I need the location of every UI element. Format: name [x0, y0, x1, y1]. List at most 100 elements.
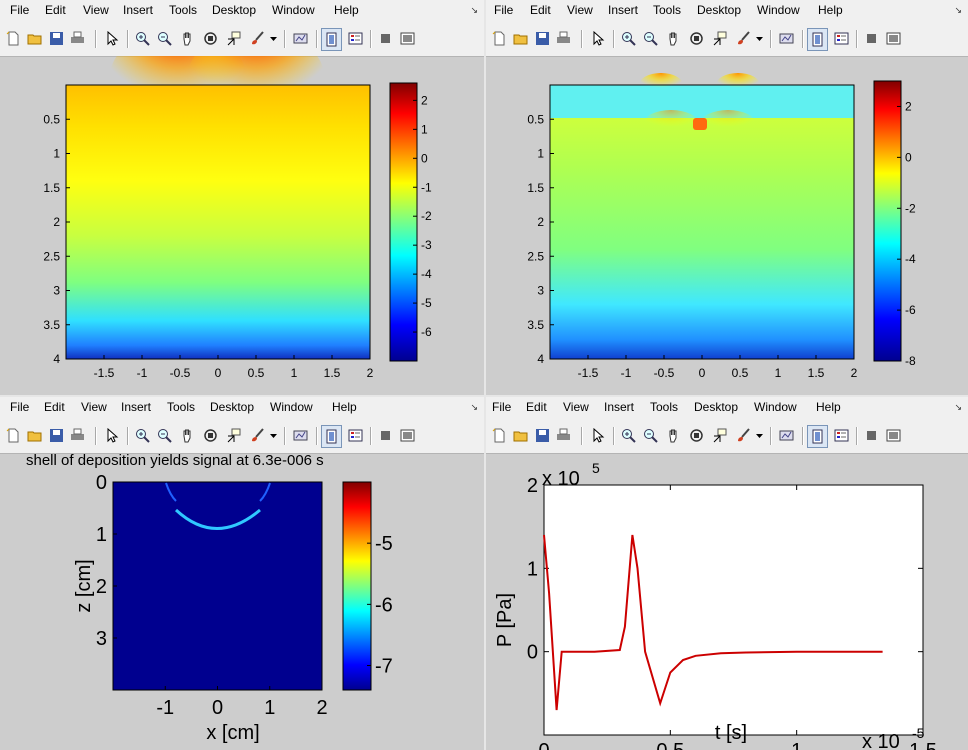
- menu-help[interactable]: Help: [816, 400, 841, 414]
- menu-window[interactable]: Window: [270, 400, 313, 414]
- colorbar-icon[interactable]: [321, 425, 342, 448]
- dock-arrow-icon[interactable]: ↘: [470, 402, 478, 412]
- dropdown-arrow-icon[interactable]: [270, 31, 285, 46]
- show-plot-tools-icon[interactable]: [886, 31, 901, 46]
- menu-help[interactable]: Help: [334, 3, 359, 17]
- zoom-out-icon[interactable]: [643, 31, 658, 46]
- menu-edit[interactable]: Edit: [526, 400, 547, 414]
- pan-hand-icon[interactable]: [666, 31, 681, 46]
- data-cursor-icon[interactable]: [226, 31, 241, 46]
- menu-tools[interactable]: Tools: [653, 3, 682, 17]
- link-plot-icon[interactable]: [293, 31, 308, 46]
- open-folder-icon[interactable]: [27, 428, 42, 443]
- menu-insert[interactable]: Insert: [121, 400, 152, 414]
- hide-plot-tools-icon[interactable]: [378, 31, 393, 46]
- save-icon[interactable]: [49, 428, 64, 443]
- hide-plot-tools-icon[interactable]: [864, 31, 879, 46]
- show-plot-tools-icon[interactable]: [400, 428, 415, 443]
- show-plot-tools-icon[interactable]: [400, 31, 415, 46]
- show-plot-tools-icon[interactable]: [886, 428, 901, 443]
- menu-desktop[interactable]: Desktop: [210, 400, 255, 414]
- open-folder-icon[interactable]: [27, 31, 42, 46]
- new-file-icon[interactable]: [492, 31, 507, 46]
- menu-view[interactable]: View: [563, 400, 589, 414]
- menu-window[interactable]: Window: [272, 3, 315, 17]
- brush-icon[interactable]: [736, 31, 751, 46]
- zoom-out-icon[interactable]: [643, 428, 658, 443]
- menu-edit[interactable]: Edit: [44, 400, 65, 414]
- brush-icon[interactable]: [250, 428, 265, 443]
- print-icon[interactable]: [556, 31, 571, 46]
- zoom-in-icon[interactable]: [135, 31, 150, 46]
- menu-desktop[interactable]: Desktop: [697, 3, 742, 17]
- menu-file[interactable]: File: [492, 400, 512, 414]
- colorbar-icon[interactable]: [321, 28, 342, 51]
- zoom-out-icon[interactable]: [157, 31, 172, 46]
- menu-tools[interactable]: Tools: [167, 400, 196, 414]
- zoom-in-icon[interactable]: [621, 428, 636, 443]
- link-plot-icon[interactable]: [779, 428, 794, 443]
- brush-icon[interactable]: [250, 31, 265, 46]
- menu-tools[interactable]: Tools: [650, 400, 679, 414]
- rotate-3d-icon[interactable]: [203, 428, 218, 443]
- menu-help[interactable]: Help: [332, 400, 357, 414]
- link-plot-icon[interactable]: [293, 428, 308, 443]
- link-plot-icon[interactable]: [779, 31, 794, 46]
- menu-view[interactable]: View: [83, 3, 109, 17]
- colorbar-icon[interactable]: [807, 28, 828, 51]
- data-cursor-icon[interactable]: [712, 428, 727, 443]
- dock-arrow-icon[interactable]: ↘: [954, 402, 962, 412]
- menu-insert[interactable]: Insert: [123, 3, 154, 17]
- dropdown-arrow-icon[interactable]: [270, 428, 285, 443]
- hide-plot-tools-icon[interactable]: [864, 428, 879, 443]
- rotate-3d-icon[interactable]: [689, 31, 704, 46]
- legend-icon[interactable]: [834, 428, 849, 443]
- menu-desktop[interactable]: Desktop: [212, 3, 257, 17]
- rotate-3d-icon[interactable]: [689, 428, 704, 443]
- menu-edit[interactable]: Edit: [45, 3, 66, 17]
- dropdown-arrow-icon[interactable]: [756, 31, 771, 46]
- menu-desktop[interactable]: Desktop: [694, 400, 739, 414]
- pointer-icon[interactable]: [104, 427, 119, 443]
- print-icon[interactable]: [70, 428, 85, 443]
- menu-file[interactable]: File: [10, 400, 30, 414]
- zoom-in-icon[interactable]: [135, 428, 150, 443]
- print-icon[interactable]: [70, 31, 85, 46]
- menu-file[interactable]: File: [494, 3, 514, 17]
- menu-view[interactable]: View: [81, 400, 107, 414]
- legend-icon[interactable]: [348, 428, 363, 443]
- save-icon[interactable]: [535, 428, 550, 443]
- menu-insert[interactable]: Insert: [608, 3, 639, 17]
- open-folder-icon[interactable]: [513, 428, 528, 443]
- new-file-icon[interactable]: [492, 428, 507, 443]
- brush-icon[interactable]: [736, 428, 751, 443]
- pointer-icon[interactable]: [590, 427, 605, 443]
- data-cursor-icon[interactable]: [226, 428, 241, 443]
- pointer-icon[interactable]: [104, 30, 119, 46]
- menu-view[interactable]: View: [567, 3, 593, 17]
- pointer-icon[interactable]: [590, 30, 605, 46]
- rotate-3d-icon[interactable]: [203, 31, 218, 46]
- pan-hand-icon[interactable]: [666, 428, 681, 443]
- dock-arrow-icon[interactable]: ↘: [954, 5, 962, 15]
- zoom-in-icon[interactable]: [621, 31, 636, 46]
- new-file-icon[interactable]: [6, 428, 21, 443]
- save-icon[interactable]: [49, 31, 64, 46]
- colorbar-icon[interactable]: [807, 425, 828, 448]
- hide-plot-tools-icon[interactable]: [378, 428, 393, 443]
- pan-hand-icon[interactable]: [180, 31, 195, 46]
- menu-window[interactable]: Window: [754, 400, 797, 414]
- data-cursor-icon[interactable]: [712, 31, 727, 46]
- menu-file[interactable]: File: [10, 3, 30, 17]
- menu-tools[interactable]: Tools: [169, 3, 198, 17]
- open-folder-icon[interactable]: [513, 31, 528, 46]
- menu-help[interactable]: Help: [818, 3, 843, 17]
- zoom-out-icon[interactable]: [157, 428, 172, 443]
- legend-icon[interactable]: [348, 31, 363, 46]
- new-file-icon[interactable]: [6, 31, 21, 46]
- menu-window[interactable]: Window: [757, 3, 800, 17]
- pan-hand-icon[interactable]: [180, 428, 195, 443]
- dropdown-arrow-icon[interactable]: [756, 428, 771, 443]
- menu-edit[interactable]: Edit: [530, 3, 551, 17]
- dock-arrow-icon[interactable]: ↘: [470, 5, 478, 15]
